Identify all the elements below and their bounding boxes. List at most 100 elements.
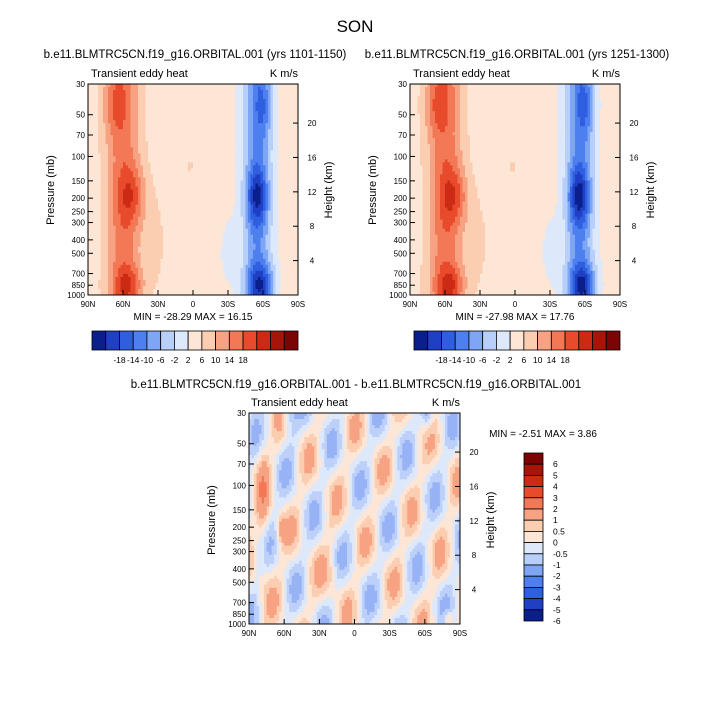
field-cell: [245, 189, 249, 194]
field-cell: [95, 216, 99, 221]
field-cell: [248, 255, 252, 260]
field-cell: [123, 150, 127, 154]
field-cell: [290, 159, 294, 163]
field-cell: [238, 153, 242, 157]
field-cell: [295, 195, 298, 200]
field-cell: [273, 108, 277, 112]
field-cell: [258, 177, 262, 182]
field-cell: [188, 228, 192, 233]
field-cell: [140, 243, 144, 248]
field-cell: [103, 243, 107, 248]
field-cell: [223, 114, 227, 118]
field-cell: [93, 249, 97, 254]
field-cell: [200, 99, 204, 103]
field-cell: [235, 99, 239, 103]
field-cell: [108, 129, 112, 133]
field-cell: [100, 198, 104, 203]
field-cell: [248, 123, 252, 127]
field-cell: [293, 126, 297, 130]
field-cell: [283, 111, 287, 115]
field-cell: [258, 192, 262, 197]
field-cell: [260, 150, 264, 154]
field-cell: [290, 150, 294, 154]
field-cell: [263, 219, 267, 224]
field-cell: [118, 252, 122, 257]
field-cell: [100, 231, 104, 236]
field-cell: [228, 114, 232, 118]
field-cell: [290, 147, 294, 151]
field-cell: [128, 87, 132, 91]
field-cell: [243, 129, 247, 133]
field-cell: [118, 108, 122, 112]
field-cell: [110, 177, 114, 182]
field-cell: [133, 180, 137, 185]
field-cell: [268, 150, 272, 154]
field-cell: [270, 210, 274, 215]
field-cell: [175, 117, 179, 121]
field-cell: [285, 120, 289, 124]
field-cell: [250, 207, 254, 212]
field-cell: [198, 222, 202, 227]
field-cell: [160, 189, 164, 194]
field-cell: [198, 171, 202, 176]
field-cell: [225, 252, 229, 257]
field-cell: [103, 219, 107, 224]
field-cell: [255, 87, 259, 91]
field-cell: [220, 234, 224, 239]
field-cell: [130, 261, 134, 266]
field-cell: [260, 222, 264, 227]
field-cell: [278, 153, 282, 157]
field-cell: [243, 141, 247, 145]
field-cell: [195, 258, 199, 263]
field-cell: [293, 246, 297, 251]
field-cell: [98, 180, 102, 185]
field-cell: [145, 102, 149, 106]
field-cell: [235, 153, 239, 157]
field-cell: [128, 219, 132, 224]
field-cell: [258, 204, 262, 209]
field-cell: [148, 105, 152, 109]
field-cell: [223, 180, 227, 185]
field-cell: [208, 111, 212, 115]
field-cell: [175, 255, 179, 260]
field-cell: [173, 90, 177, 94]
field-cell: [110, 222, 114, 227]
field-cell: [170, 192, 174, 197]
field-cell: [243, 114, 247, 118]
field-cell: [245, 84, 249, 88]
field-cell: [190, 156, 194, 160]
field-cell: [138, 258, 142, 263]
field-cell: [128, 216, 132, 221]
field-cell: [125, 108, 129, 112]
field-cell: [185, 183, 189, 188]
field-cell: [245, 204, 249, 209]
field-cell: [115, 219, 119, 224]
field-cell: [165, 249, 169, 254]
field-cell: [168, 261, 172, 266]
field-cell: [160, 255, 164, 260]
field-cell: [133, 255, 137, 260]
field-cell: [195, 189, 199, 194]
field-cell: [280, 186, 284, 191]
field-cell: [95, 201, 99, 206]
field-cell: [205, 123, 209, 127]
field-cell: [215, 180, 219, 185]
field-cell: [268, 165, 272, 169]
field-cell: [215, 207, 219, 212]
field-cell: [190, 234, 194, 239]
field-cell: [278, 207, 282, 212]
field-cell: [185, 195, 189, 200]
field-cell: [173, 255, 177, 260]
field-cell: [280, 135, 284, 139]
field-cell: [233, 186, 237, 191]
field-cell: [235, 102, 239, 106]
field-cell: [295, 117, 298, 121]
field-cell: [170, 213, 174, 218]
field-cell: [285, 117, 289, 121]
field-cell: [105, 198, 109, 203]
field-cell: [138, 189, 142, 194]
field-cell: [243, 258, 247, 263]
field-cell: [260, 165, 264, 169]
field-cell: [215, 126, 219, 130]
